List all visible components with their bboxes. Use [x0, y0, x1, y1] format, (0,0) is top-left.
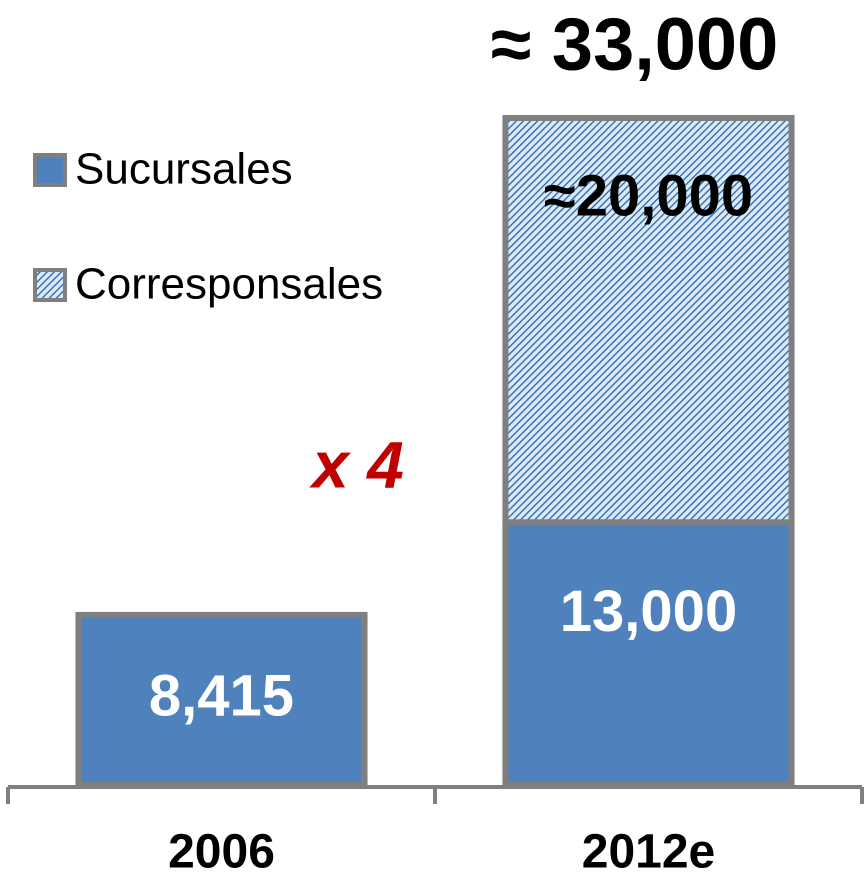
bar-segment [502, 115, 795, 526]
legend-label: Sucursales [75, 145, 293, 194]
x-tick-label: 2012e [582, 826, 715, 879]
value-label: 13,000 [560, 579, 737, 644]
annotation: x 4 [309, 427, 404, 501]
x-tick-label: 2006 [168, 826, 275, 879]
bar-segment [502, 519, 795, 788]
legend-swatch [33, 153, 67, 187]
total-label: ≈ 33,000 [491, 3, 779, 86]
bar-segment [75, 611, 368, 788]
value-label: 8,415 [149, 663, 294, 728]
legend-label: Corresponsales [75, 260, 383, 309]
legend-swatch [33, 268, 67, 302]
value-label: ≈20,000 [544, 163, 753, 228]
